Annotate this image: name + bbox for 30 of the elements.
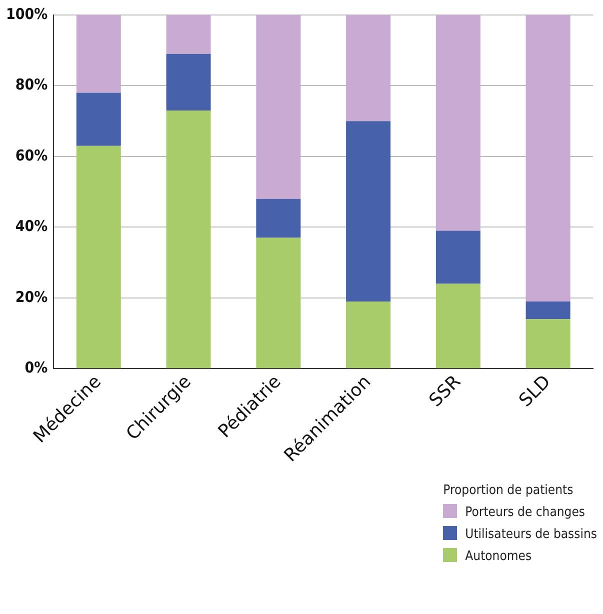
bar bbox=[526, 301, 570, 320]
bar bbox=[346, 301, 391, 368]
bar bbox=[346, 15, 391, 122]
bar bbox=[76, 92, 121, 146]
y-tick-label: 60% bbox=[15, 146, 48, 164]
bar bbox=[526, 319, 570, 368]
y-tick-label: 20% bbox=[15, 288, 48, 306]
bar bbox=[166, 15, 211, 54]
bar bbox=[166, 54, 211, 110]
y-tick-label: 80% bbox=[15, 76, 48, 94]
bar bbox=[256, 15, 301, 199]
legend-label: Porteurs de changes bbox=[464, 504, 586, 522]
bar bbox=[436, 230, 480, 284]
bar bbox=[526, 15, 570, 302]
x-tick-label: SSR bbox=[425, 371, 466, 412]
bar bbox=[346, 121, 391, 302]
bar bbox=[256, 238, 301, 368]
legend-label: Utilisateurs de bassins bbox=[464, 526, 597, 544]
bar bbox=[436, 15, 480, 231]
bar bbox=[436, 284, 480, 368]
bar bbox=[76, 15, 121, 93]
bar bbox=[76, 146, 121, 368]
y-tick-label: 0% bbox=[24, 358, 48, 377]
bar bbox=[166, 110, 211, 368]
x-tick-label: SLD bbox=[515, 371, 555, 412]
y-tick-label: 40% bbox=[15, 217, 48, 236]
y-tick-label: 100% bbox=[6, 4, 48, 23]
legend-label: Autonomes bbox=[464, 548, 533, 566]
legend-title: Proportion de patients bbox=[443, 482, 574, 500]
bar bbox=[256, 198, 301, 238]
